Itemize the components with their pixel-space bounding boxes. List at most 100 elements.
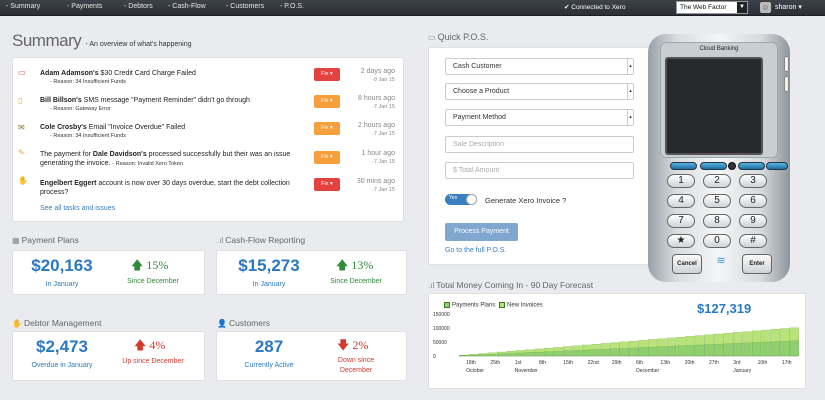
- keypad-3[interactable]: 3: [739, 174, 767, 188]
- customers-card[interactable]: [216, 331, 407, 381]
- task-reason: - Reason: Invalid Xero Token: [112, 161, 183, 167]
- bar-payments-plans: [544, 351, 554, 357]
- see-all-tasks-link[interactable]: See all tasks and issues: [40, 205, 116, 212]
- bar-payments-plans: [742, 342, 752, 357]
- cashflow-card[interactable]: [216, 250, 407, 295]
- org-selector[interactable]: The Web Factor ▼: [676, 1, 748, 14]
- bar-new-invoices: [600, 343, 610, 350]
- bar-payments-plans: [600, 348, 610, 357]
- task-time: 2 hours ago -7 Jan 15: [345, 122, 395, 138]
- bar-payments-plans: [591, 349, 601, 357]
- select-arrows-icon: ▴: [627, 59, 633, 74]
- change-value: 15%: [146, 258, 169, 272]
- full-pos-link[interactable]: Go to the full P.O.S.: [445, 247, 507, 254]
- forecast-chart: 150000 100000 50000 0 18th 25th 1st 8th 15th 22nd…: [433, 312, 799, 374]
- product-select[interactable]: Choose a Product ▴: [445, 83, 634, 100]
- nav-customers[interactable]: - Customers: [226, 3, 265, 10]
- bar-payments-plans: [714, 343, 724, 357]
- function-key[interactable]: [700, 162, 727, 170]
- keypad-6[interactable]: 6: [739, 194, 767, 208]
- bar-payments-plans: [695, 344, 705, 357]
- legend-label: New Invoices: [507, 302, 543, 309]
- arrow-up-icon: 🡅: [134, 338, 147, 352]
- bar-new-invoices: [487, 352, 497, 355]
- keypad-0[interactable]: 0: [703, 234, 731, 248]
- select-arrows-icon: ▴: [627, 110, 633, 125]
- fix-button[interactable]: Fix ▾: [314, 68, 340, 81]
- bar-payments-plans: [761, 341, 771, 357]
- bar-payments-plans: [534, 351, 544, 357]
- bar-new-invoices: [610, 342, 620, 349]
- function-key[interactable]: [766, 162, 788, 170]
- debtor-card[interactable]: [12, 331, 205, 381]
- fix-button[interactable]: Fix ▾: [314, 95, 340, 108]
- keypad-9[interactable]: 9: [739, 214, 767, 228]
- bar-payments-plans: [751, 342, 762, 357]
- payment-method-select[interactable]: Payment Method ▴: [445, 109, 634, 126]
- sale-description-input[interactable]: Sale Description: [445, 136, 634, 153]
- toggle-knob: [466, 194, 477, 205]
- keypad-1[interactable]: 1: [667, 174, 695, 188]
- customers-period: Currently Active: [244, 362, 294, 369]
- generate-invoice-toggle[interactable]: Yes: [445, 194, 477, 205]
- keypad-star[interactable]: ★: [667, 234, 695, 248]
- function-key[interactable]: [738, 162, 765, 170]
- contactless-icon: ≋: [716, 255, 726, 267]
- task-text: processed successfully but their was an …: [40, 151, 291, 167]
- fix-button[interactable]: Fix ▾: [314, 151, 340, 164]
- task-text: The payment for: [40, 151, 93, 158]
- keypad-2[interactable]: 2: [703, 174, 731, 188]
- fix-label: Fix: [321, 154, 329, 160]
- change-label-line: Down since: [337, 357, 375, 364]
- bar-new-invoices: [770, 329, 780, 342]
- nav-summary[interactable]: - Summary: [6, 3, 41, 10]
- terminal-label: Cloud Banking: [699, 46, 739, 52]
- thumbs-down-icon: ✋: [12, 319, 22, 328]
- forecast-chart-panel: Payments Plans New Invoices $127,319 150…: [428, 293, 806, 389]
- debtor-period: Overdue in January: [31, 362, 93, 369]
- bar-new-invoices: [648, 339, 658, 348]
- keypad-8[interactable]: 8: [703, 214, 731, 228]
- section-title: Total Money Coming In - 90 Day Forecast: [436, 280, 594, 290]
- center-button[interactable]: [728, 162, 736, 170]
- bar-payments-plans: [723, 343, 733, 357]
- section-title: Quick P.O.S.: [437, 32, 489, 42]
- bar-payments-plans: [733, 343, 743, 357]
- process-payment-button[interactable]: Process Payment: [445, 223, 518, 241]
- bar-new-invoices: [657, 338, 667, 347]
- tasks-panel: [12, 57, 404, 222]
- nav-cash-flow[interactable]: - Cash-Flow: [168, 3, 206, 10]
- fix-button[interactable]: Fix ▾: [314, 178, 340, 191]
- customer-select[interactable]: Cash Customer ▴: [445, 58, 634, 75]
- y-tick-label: 0: [433, 354, 436, 360]
- x-tick-label: 25th: [490, 360, 500, 366]
- envelope-icon: ✉: [18, 123, 25, 132]
- function-key[interactable]: [670, 162, 697, 170]
- task-text: SMS message "Payment Reminder" didn't go…: [81, 97, 250, 104]
- arrow-up-icon: 🡅: [131, 258, 144, 272]
- nav-payments[interactable]: - Payments: [67, 3, 103, 10]
- enter-key[interactable]: Enter: [742, 254, 772, 274]
- fix-button[interactable]: Fix ▾: [314, 122, 340, 135]
- keypad-7[interactable]: 7: [667, 214, 695, 228]
- bar-payments-plans: [676, 345, 686, 357]
- customers-change: 🡇 2%: [337, 336, 368, 357]
- avatar[interactable]: ☺: [760, 2, 771, 13]
- cancel-key[interactable]: Cancel: [672, 254, 702, 274]
- keypad-4[interactable]: 4: [667, 194, 695, 208]
- keypad-hash[interactable]: #: [739, 234, 767, 248]
- keypad-5[interactable]: 5: [703, 194, 731, 208]
- payment-plans-change-label: Since December: [127, 278, 179, 285]
- bar-new-invoices: [496, 351, 507, 354]
- user-menu[interactable]: sharon ▾: [775, 4, 802, 11]
- total-amount-input[interactable]: $ Total Amount: [445, 162, 634, 179]
- x-tick-label: 17th: [782, 360, 792, 366]
- x-tick-label: 22nd: [588, 360, 599, 366]
- debtor-value: $2,473: [36, 337, 88, 356]
- nav-pos[interactable]: - P.O.S.: [280, 3, 304, 10]
- payment-plans-card[interactable]: [12, 250, 205, 295]
- nav-debtors[interactable]: - Debtors: [124, 3, 153, 10]
- bar-payments-plans: [478, 354, 488, 357]
- task-time: 2 days ago -9 Jan 15: [345, 68, 395, 84]
- user-name: sharon: [775, 4, 797, 11]
